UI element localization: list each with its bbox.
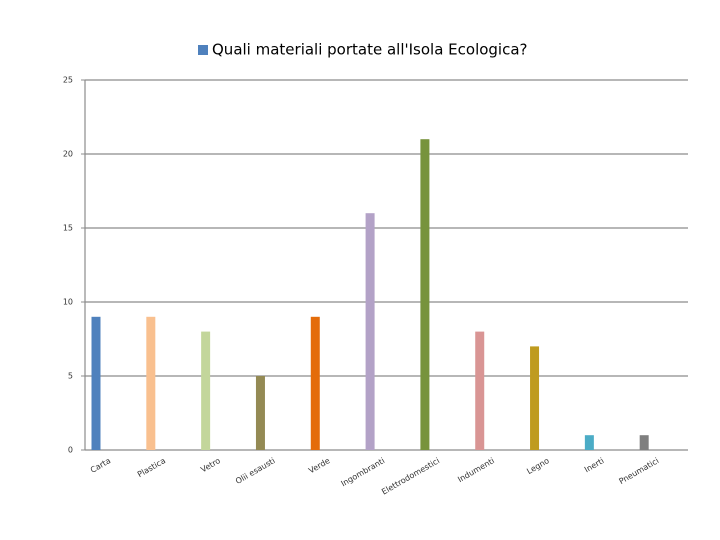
x-tick-label: Elettrodomestici (380, 456, 441, 496)
bar (146, 316, 156, 450)
legend-label: Quali materiali portate all'Isola Ecolog… (212, 41, 528, 59)
y-tick-label: 0 (68, 446, 73, 455)
x-tick-label: Legno (525, 456, 551, 476)
bar (365, 213, 375, 450)
bar (201, 331, 211, 450)
x-tick-label: Carta (89, 456, 112, 475)
y-tick-label: 25 (63, 76, 73, 85)
bar (310, 316, 320, 450)
bar (475, 331, 485, 450)
bar (91, 316, 101, 450)
x-tick-label: Vetro (199, 456, 222, 474)
bar (584, 435, 594, 450)
bar (255, 376, 265, 450)
y-tick-label: 5 (68, 372, 73, 381)
y-tick-label: 10 (63, 298, 73, 307)
x-tick-label: Ingombranti (339, 456, 386, 488)
y-tick-label: 15 (63, 224, 73, 233)
x-tick-label: Verde (307, 456, 331, 475)
x-tick-label: Pneumatici (617, 456, 660, 486)
x-tick-label: Olii esausti (234, 456, 277, 486)
x-tick-label: Plastica (136, 456, 167, 479)
y-tick-label: 20 (63, 150, 73, 159)
bar (639, 435, 649, 450)
x-tick-label: Indumenti (456, 456, 496, 484)
legend-swatch (198, 45, 208, 55)
bar (530, 346, 540, 450)
x-tick-label: Inerti (583, 456, 606, 474)
bar (420, 139, 430, 450)
